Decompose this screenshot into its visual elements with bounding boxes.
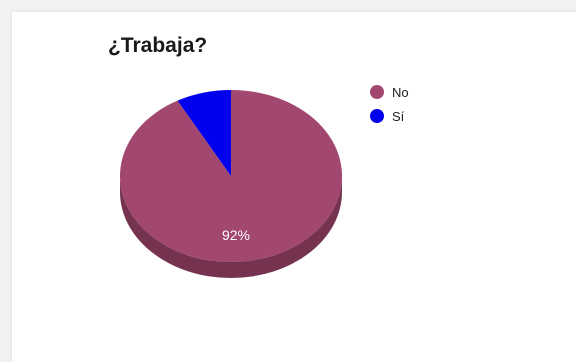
- pie-side-0: [120, 176, 342, 278]
- legend-swatch-no: [370, 85, 384, 99]
- legend-item-no[interactable]: No: [370, 80, 409, 104]
- legend-swatch-si: [370, 109, 384, 123]
- legend-item-si[interactable]: Sí: [370, 104, 409, 128]
- chart-legend: No Sí: [370, 80, 409, 128]
- legend-label-si: Sí: [392, 108, 405, 124]
- legend-label-no: No: [392, 84, 409, 100]
- data-label-no: 92%: [222, 227, 250, 243]
- pie-slice-si[interactable]: [177, 90, 231, 176]
- chart-title: ¿Trabaja?: [108, 34, 208, 57]
